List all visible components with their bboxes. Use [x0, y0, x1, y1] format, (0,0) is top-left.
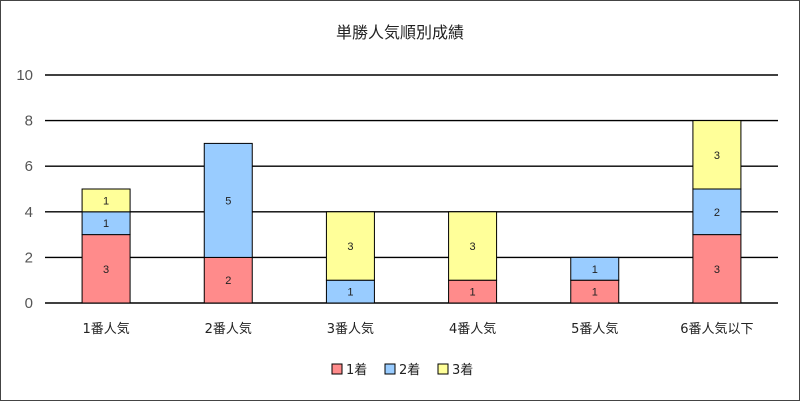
bar-segment — [570, 256, 620, 281]
data-label: 1 — [592, 287, 598, 299]
x-tick-label: 2番人気 — [205, 321, 252, 337]
legend-label: 1着 — [346, 362, 367, 378]
data-label: 3 — [714, 150, 720, 162]
bar-segment — [81, 234, 131, 304]
bar-segment — [692, 188, 742, 236]
y-tick-label: 4 — [25, 204, 33, 221]
data-label: 5 — [225, 195, 231, 207]
data-label: 3 — [470, 241, 476, 253]
data-label: 1 — [592, 264, 598, 276]
x-tick-label: 5番人気 — [571, 321, 618, 337]
chart-title: 単勝人気順別成績 — [336, 23, 464, 42]
data-label: 2 — [714, 207, 720, 219]
x-tick-label: 4番人気 — [449, 321, 496, 337]
data-label: 3 — [347, 241, 353, 253]
legend-swatch — [384, 363, 396, 375]
data-label: 1 — [103, 218, 109, 230]
data-label: 3 — [714, 264, 720, 276]
legend-swatch — [437, 363, 449, 375]
legend-swatch — [331, 363, 343, 375]
legend-label: 3着 — [452, 362, 473, 378]
y-tick-label: 8 — [25, 113, 33, 130]
data-label: 3 — [103, 264, 109, 276]
data-label: 1 — [103, 195, 109, 207]
y-tick-label: 6 — [25, 158, 33, 175]
x-tick-label: 6番人気以下 — [680, 321, 753, 337]
x-tick-label: 3番人気 — [327, 321, 374, 337]
y-tick-label: 0 — [25, 295, 33, 312]
y-tick-label: 10 — [16, 67, 33, 84]
data-label: 2 — [225, 275, 231, 287]
bar-segment — [692, 234, 742, 304]
bar-segment — [81, 188, 131, 213]
bar-segment — [448, 211, 498, 281]
y-tick-label: 2 — [25, 249, 33, 266]
legend-label: 2着 — [399, 362, 420, 378]
data-label: 1 — [347, 287, 353, 299]
bar-segment — [692, 120, 742, 190]
bar-segment — [203, 142, 253, 258]
x-tick-label: 1番人気 — [82, 321, 129, 337]
data-label: 1 — [470, 287, 476, 299]
bar-segment — [325, 211, 375, 281]
